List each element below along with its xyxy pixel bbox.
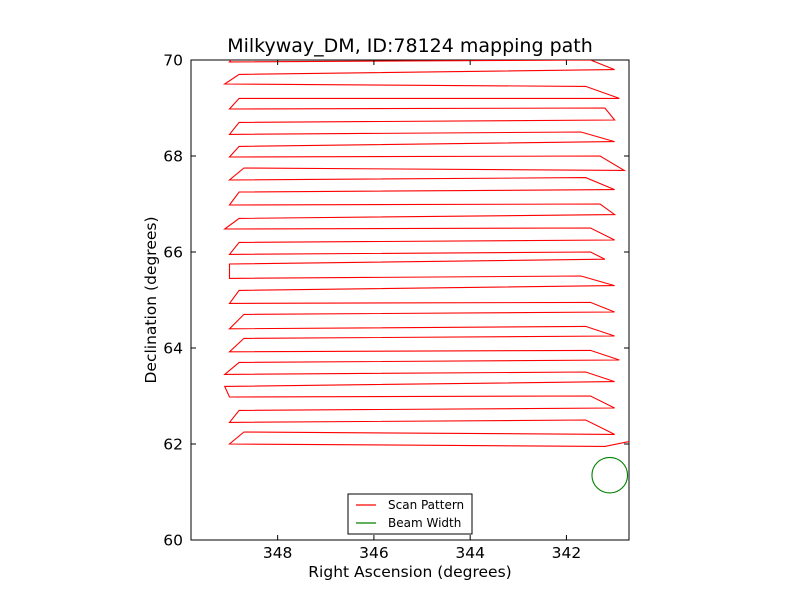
legend-box xyxy=(347,493,473,535)
y-tick-label: 68 xyxy=(163,148,183,166)
beam-width-circle xyxy=(591,456,629,494)
x-axis-label: Right Ascension (degrees) xyxy=(308,563,511,581)
plot-frame xyxy=(190,59,630,541)
legend-label: Beam Width xyxy=(388,516,461,530)
y-tick-label: 60 xyxy=(163,532,183,550)
scan-pattern-line xyxy=(222,60,629,447)
ticks-layer: 348 346 344 342 60 62 64 66 68 70 xyxy=(163,52,629,562)
y-tick-label: 62 xyxy=(163,436,183,454)
legend: Scan Pattern Beam Width xyxy=(347,493,473,535)
plot-area: 348 346 344 342 60 62 64 66 68 70 xyxy=(163,52,630,562)
y-tick-label: 64 xyxy=(163,340,183,358)
y-tick-label: 70 xyxy=(163,52,183,70)
x-tick-label: 346 xyxy=(359,544,389,562)
x-tick-label: 348 xyxy=(263,544,293,562)
x-tick-label: 342 xyxy=(552,544,582,562)
legend-label: Scan Pattern xyxy=(388,498,464,512)
chart-title: Milkyway_DM, ID:78124 mapping path xyxy=(227,35,593,57)
series-layer xyxy=(222,60,629,494)
y-axis-label: Declination (degrees) xyxy=(142,216,160,383)
x-tick-label: 344 xyxy=(455,544,485,562)
y-tick-label: 66 xyxy=(163,244,183,262)
